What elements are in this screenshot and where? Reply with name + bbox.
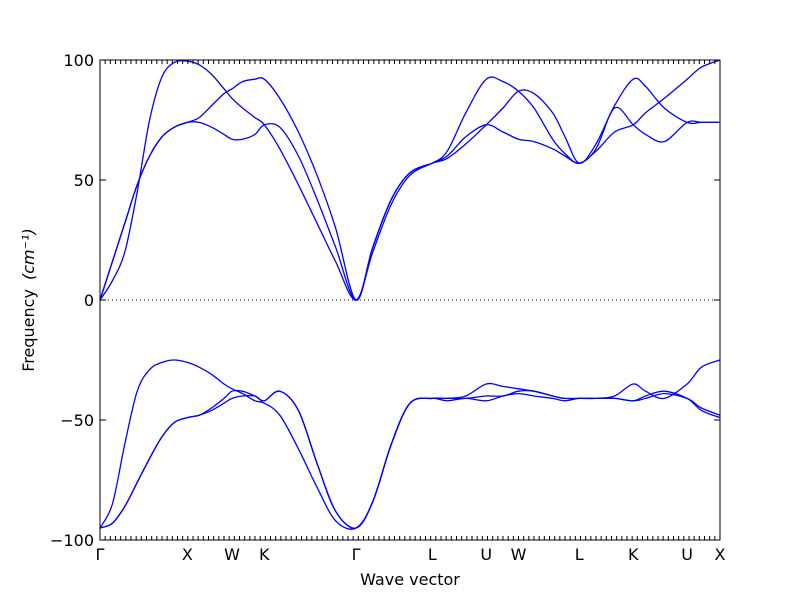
x-tick-label: L [428, 545, 437, 564]
y-axis-label-text: Frequency [19, 289, 38, 372]
y-axis-label: Frequency (cm⁻¹) [19, 228, 38, 371]
y-tick-label: 50 [74, 171, 94, 190]
x-tick-label: Γ [352, 545, 361, 564]
band-line-4 [99, 389, 721, 529]
x-tick-label: X [715, 545, 726, 564]
x-tick-label: X [182, 545, 193, 564]
band-line-3 [99, 76, 720, 301]
band-line-5 [99, 390, 721, 529]
y-tick-label: −100 [50, 531, 94, 550]
y-axis-ticks: −100 −50 0 50 100 [50, 51, 720, 550]
x-tick-label: K [259, 545, 270, 564]
x-tick-label: L [575, 545, 584, 564]
y-tick-label: 100 [63, 51, 94, 70]
x-tick-label: W [511, 545, 527, 564]
x-tick-label: U [681, 545, 693, 564]
x-tick-label: K [628, 545, 639, 564]
minor-ticks [99, 60, 721, 540]
band-line-2 [99, 77, 720, 301]
y-tick-label: 0 [84, 291, 94, 310]
band-lines [99, 59, 721, 530]
band-line-1 [99, 59, 721, 301]
x-tick-label: Γ [96, 545, 105, 564]
y-tick-label: −50 [60, 411, 94, 430]
x-tick-label: U [480, 545, 492, 564]
x-tick-label: W [224, 545, 240, 564]
y-axis-label-unit: (cm⁻¹) [19, 228, 38, 280]
band-line-6 [99, 359, 721, 530]
x-axis-label: Wave vector [360, 570, 460, 589]
